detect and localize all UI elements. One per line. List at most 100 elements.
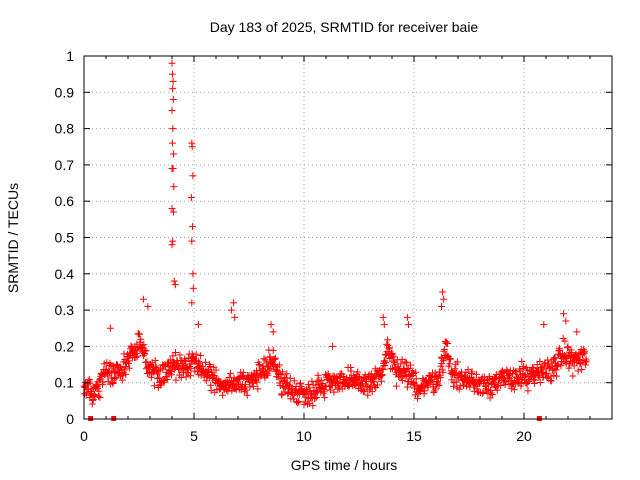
data-point xyxy=(439,357,447,365)
data-point xyxy=(320,387,328,395)
data-point xyxy=(582,361,590,369)
data-point xyxy=(368,388,376,396)
data-point xyxy=(264,371,272,379)
y-tick-label: 1 xyxy=(66,48,74,64)
data-point xyxy=(401,358,409,366)
data-point xyxy=(543,374,551,382)
data-point xyxy=(122,370,130,378)
y-tick-label: 0.8 xyxy=(55,121,75,137)
data-point xyxy=(528,364,536,372)
y-tick-label: 0.5 xyxy=(55,230,75,246)
data-point xyxy=(275,361,283,369)
data-point xyxy=(109,379,117,387)
data-point xyxy=(270,362,278,370)
data-point xyxy=(189,270,197,278)
data-point xyxy=(253,378,261,386)
data-point xyxy=(135,330,143,338)
data-point xyxy=(150,382,158,390)
data-point xyxy=(96,393,104,401)
data-point xyxy=(295,398,303,406)
data-point xyxy=(557,362,565,370)
data-point xyxy=(169,96,177,104)
data-point xyxy=(187,364,195,372)
data-point xyxy=(169,165,177,173)
data-point xyxy=(414,394,422,402)
data-point xyxy=(121,363,129,371)
data-point xyxy=(110,375,118,383)
y-tick-label: 0.4 xyxy=(55,266,75,282)
data-point xyxy=(322,382,330,390)
y-tick-label: 0.3 xyxy=(55,302,75,318)
data-point xyxy=(168,106,176,114)
y-tick-label: 0.9 xyxy=(55,84,75,100)
data-point xyxy=(488,390,496,398)
data-point xyxy=(249,382,257,390)
data-point xyxy=(140,341,148,349)
data-point xyxy=(171,281,179,289)
data-point xyxy=(547,377,555,385)
data-point xyxy=(560,310,568,318)
data-point xyxy=(443,338,451,346)
y-tick-label: 0.6 xyxy=(55,193,75,209)
data-point xyxy=(197,352,205,360)
data-point xyxy=(182,373,190,381)
data-point xyxy=(581,347,589,355)
data-point xyxy=(106,324,114,332)
data-points xyxy=(80,59,590,421)
data-point xyxy=(370,382,378,390)
y-tick-label: 0.2 xyxy=(55,338,75,354)
data-point xyxy=(421,387,429,395)
data-point xyxy=(452,378,460,386)
data-point xyxy=(294,399,302,407)
x-axis-label: GPS time / hours xyxy=(291,457,398,473)
chart-title: Day 183 of 2025, SRMTID for receiver bai… xyxy=(210,19,479,35)
data-point xyxy=(375,366,383,374)
x-tick-label: 5 xyxy=(190,428,198,444)
data-point xyxy=(260,355,268,363)
data-point xyxy=(380,321,388,329)
data-point xyxy=(120,366,128,374)
y-axis-label: SRMTID / TECUs xyxy=(5,183,21,293)
data-point xyxy=(549,355,557,363)
data-point xyxy=(169,77,177,85)
data-point xyxy=(263,363,271,371)
data-point xyxy=(94,384,102,392)
data-point xyxy=(552,366,560,374)
data-point xyxy=(443,340,451,348)
data-point xyxy=(561,337,569,345)
data-point xyxy=(305,400,313,408)
data-point xyxy=(562,317,570,325)
data-point xyxy=(313,377,321,385)
data-point xyxy=(201,358,209,366)
data-point xyxy=(170,277,178,285)
data-point xyxy=(347,367,355,375)
data-point xyxy=(142,347,150,355)
data-point xyxy=(202,377,210,385)
data-point xyxy=(143,358,151,366)
data-point xyxy=(440,295,448,303)
data-point xyxy=(312,387,320,395)
data-point xyxy=(544,356,552,364)
data-point xyxy=(136,343,144,351)
data-point xyxy=(385,344,393,352)
data-point xyxy=(321,394,329,402)
data-point xyxy=(282,380,290,388)
data-point xyxy=(177,374,185,382)
data-point xyxy=(269,328,277,336)
data-point xyxy=(388,353,396,361)
data-point xyxy=(409,380,417,388)
data-point xyxy=(206,363,214,371)
data-point xyxy=(188,143,196,151)
data-point xyxy=(168,139,176,147)
data-point xyxy=(382,359,390,367)
y-tick-label: 0.1 xyxy=(55,375,75,391)
data-point xyxy=(172,376,180,384)
data-point xyxy=(280,384,288,392)
data-point xyxy=(168,241,176,249)
data-point xyxy=(277,375,285,383)
data-point xyxy=(439,288,447,296)
data-point xyxy=(278,368,286,376)
data-point xyxy=(207,386,215,394)
data-point xyxy=(536,357,544,365)
